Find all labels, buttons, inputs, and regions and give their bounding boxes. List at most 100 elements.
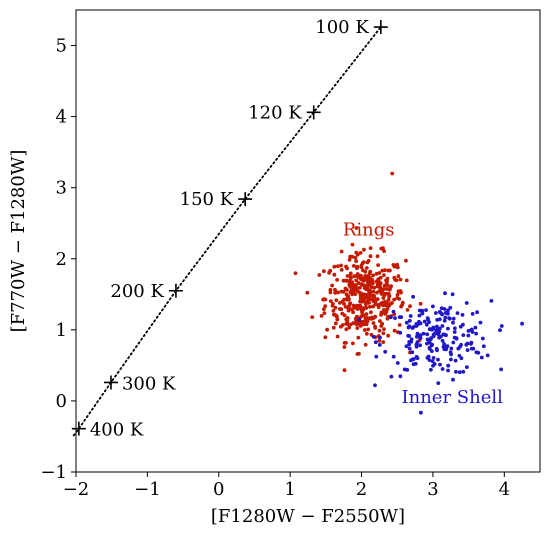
data-point (377, 339, 382, 343)
data-point (351, 285, 356, 289)
data-point (440, 324, 445, 328)
data-point (392, 328, 397, 333)
data-point (385, 307, 390, 311)
data-point (422, 319, 427, 324)
data-point (377, 328, 382, 333)
temperature-marker (71, 421, 86, 436)
temperature-label: 120 K (248, 102, 302, 123)
data-point (317, 273, 322, 277)
data-point (335, 264, 340, 269)
data-point (333, 287, 337, 292)
x-tick-label: 2 (356, 479, 367, 500)
data-point (357, 275, 362, 280)
data-point (362, 247, 366, 252)
data-point (388, 315, 393, 320)
data-point (375, 280, 379, 285)
x-tick-label: −1 (134, 479, 161, 500)
data-point (373, 314, 378, 319)
data-point (367, 289, 371, 294)
data-point (437, 326, 442, 331)
data-point (335, 334, 340, 339)
series-rings (293, 171, 423, 373)
data-point (354, 226, 359, 230)
data-point (361, 307, 366, 312)
data-point (469, 340, 474, 345)
data-point (342, 368, 347, 373)
data-point (378, 335, 382, 340)
data-point (409, 358, 413, 363)
data-point (344, 327, 349, 332)
data-point (443, 347, 447, 352)
data-point (459, 342, 463, 347)
data-point (398, 374, 403, 379)
data-point (365, 319, 370, 324)
data-point (373, 299, 378, 303)
data-point (328, 288, 333, 292)
y-tick-label: 5 (56, 36, 67, 57)
data-point (386, 333, 390, 338)
data-point (363, 342, 368, 347)
data-point (451, 316, 456, 321)
data-point (420, 311, 425, 316)
data-point (498, 328, 502, 332)
data-point (339, 307, 344, 312)
data-point (427, 320, 431, 324)
data-point (366, 297, 370, 302)
data-point (335, 317, 340, 322)
blackbody-line (72, 26, 382, 437)
data-point (445, 344, 450, 349)
data-point (343, 278, 347, 283)
data-point (322, 311, 327, 315)
plot-frame (75, 9, 541, 473)
data-point (328, 268, 333, 273)
data-point (344, 341, 348, 345)
data-point (334, 298, 339, 303)
data-point (437, 335, 441, 340)
data-point (357, 317, 362, 322)
data-point (351, 310, 355, 315)
data-point (395, 292, 400, 297)
temperature-marker (168, 283, 183, 298)
data-point (342, 302, 346, 306)
data-point (418, 301, 423, 306)
data-point (405, 308, 410, 312)
data-point (347, 257, 352, 262)
data-point (441, 332, 446, 337)
data-point (399, 290, 403, 295)
data-point (425, 332, 430, 337)
data-point (371, 304, 376, 309)
data-point (360, 293, 365, 297)
data-point (355, 314, 359, 319)
data-point (368, 254, 373, 259)
data-point (466, 329, 471, 333)
data-point (397, 323, 402, 327)
data-point (331, 302, 335, 306)
data-point (427, 340, 432, 345)
data-point (371, 273, 375, 278)
data-point (364, 312, 369, 316)
data-point (356, 305, 360, 309)
data-point (358, 251, 363, 255)
data-point (398, 330, 403, 335)
data-point (378, 319, 382, 323)
data-point (446, 368, 450, 373)
data-point (446, 308, 450, 313)
data-point (345, 296, 350, 300)
data-point (350, 242, 355, 247)
data-point (434, 330, 439, 335)
data-point (458, 324, 463, 329)
data-point (361, 313, 366, 318)
y-tick-label: 4 (56, 107, 67, 128)
data-point (358, 285, 362, 290)
data-point (400, 303, 404, 307)
data-point (333, 290, 338, 295)
data-point (366, 327, 371, 332)
data-point (394, 278, 399, 283)
data-point (454, 369, 458, 374)
temperature-label: 300 K (122, 373, 176, 394)
y-tick-label: 2 (56, 249, 67, 270)
data-point (358, 324, 363, 328)
temperature-label: 100 K (315, 17, 369, 38)
data-point (348, 271, 353, 276)
